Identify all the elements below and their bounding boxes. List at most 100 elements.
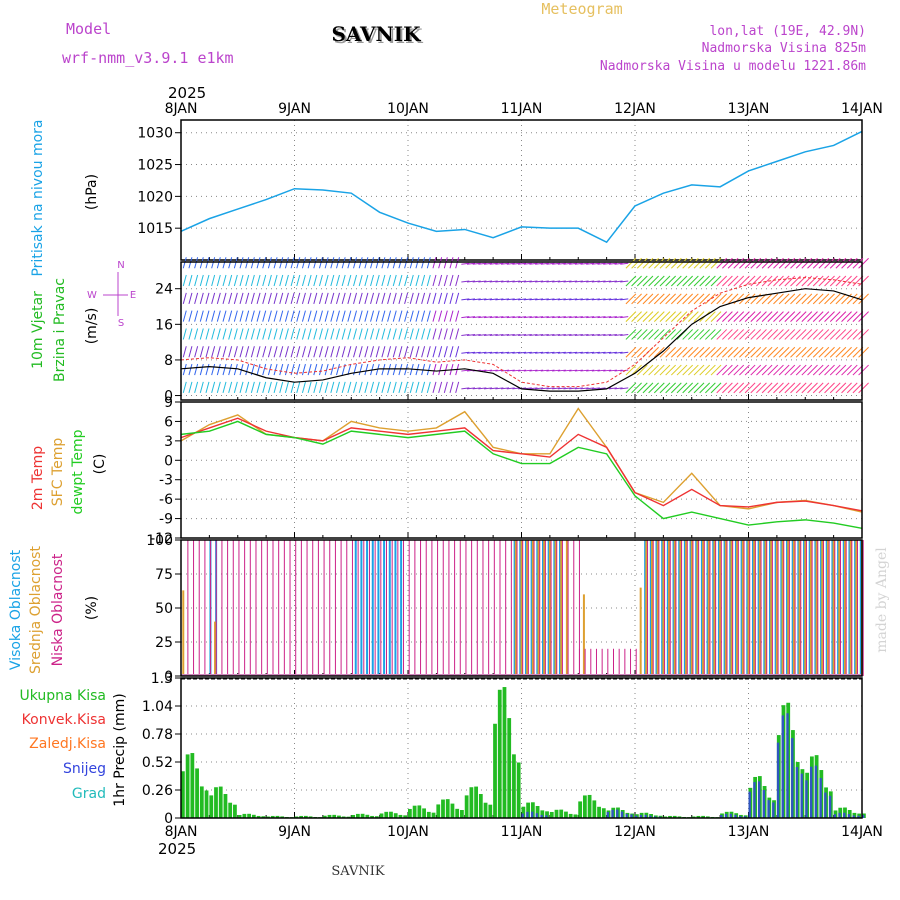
wind-barb [852,257,864,269]
wind-barb [318,292,323,304]
precip-bar [398,814,403,818]
wind-barb [330,346,335,358]
wind-barb [245,381,250,394]
wind-barb [438,274,443,287]
wind-barb [665,329,676,340]
x-tick-top-11JAN: 11JAN [501,101,543,117]
wind-barb [409,346,414,358]
wind-barb [330,363,335,376]
wind-barb [756,257,767,269]
wind-barb [790,311,801,322]
wind-barb [778,293,790,305]
wind-barb [199,310,204,322]
wind-barb [449,381,454,394]
precip-bar [474,786,478,818]
wind-barb [778,382,790,394]
temp-side-labels: 2m Temp SFC Temp dewpt Temp (C) [30,429,108,514]
wind-barb [375,310,380,322]
wind-barb [699,293,711,305]
precip-bar [559,809,564,818]
wind-barb [387,292,392,304]
wind-barb [829,311,841,322]
wind-barb [716,311,728,322]
wind-barb [603,262,612,265]
wind-barb [591,387,600,390]
wind-barb [790,329,801,340]
wind-barb [727,257,739,269]
precip-bar [384,811,389,818]
wind-barb [199,328,204,340]
wind-barb [597,333,606,336]
wind-barb [347,363,352,376]
wind-barb [409,274,414,287]
wind-barb [262,310,267,322]
wind-barb [324,346,329,358]
wind-barb [353,328,358,340]
year-top: 2025 [168,84,206,102]
wind-barb [784,329,796,340]
snow-bar [720,814,723,818]
wind-barb [483,351,493,354]
wind-barb [642,311,654,322]
wind-barb [829,364,841,376]
wind-barb [858,275,869,287]
wind-barb [552,262,561,265]
wind-barb [290,310,295,322]
wind-barb [784,311,796,322]
wind-barb [676,257,688,269]
wind-barb [501,333,510,336]
wind-barb [569,387,578,390]
wind-barb [846,293,858,305]
wind-barb [194,274,199,287]
wind-barb [790,275,801,287]
precip-bar [431,812,436,818]
x-tick-bottom-12JAN: 12JAN [614,824,656,840]
wind-barb [727,311,739,322]
wind-barb [648,275,659,287]
wind-barb [461,369,470,372]
wind-barb [597,387,606,390]
wind-barb [245,274,250,287]
wind-barb [478,280,487,283]
wind-barb [540,262,549,265]
wind-barb [472,387,481,390]
wind-barb [767,275,779,287]
wind-barb [483,387,493,390]
wind-barb [744,382,756,394]
model-name: wrf-nmm_v3.9.1 e1km [62,49,234,67]
y-tick-label: -12 [150,531,173,547]
wind-barb [358,274,363,287]
wind-barb [790,364,801,376]
precip-bar [516,762,521,818]
wind-barb [812,346,824,358]
wind-barb [301,346,306,358]
wind-barb [586,387,595,390]
wind-barb [835,364,847,376]
wind-barb [472,262,481,265]
wind-barb [761,364,773,376]
snow-bar [819,778,822,818]
wind-barb [665,257,676,269]
wind-barb [761,346,773,358]
wind-barb [535,262,544,265]
wind-barb [801,364,813,376]
wind-barb [824,293,835,305]
wind-barb [546,387,555,390]
wind-barb [597,298,606,301]
wind-barb [341,292,346,304]
wind-barb [443,381,448,394]
wind-barb [336,310,340,322]
wind-barb [313,346,318,358]
wind-barb [336,346,340,358]
wind-barb [284,328,289,340]
wind-barb [557,298,566,301]
wind-barb [353,310,358,322]
wind-barb [233,381,238,394]
wind-barb [563,262,572,265]
wind-barb [653,293,665,305]
wind-barb [267,381,272,394]
wind-barb [535,387,544,390]
x-tick-bottom-14JAN: 14JAN [841,824,883,840]
wind-barb [324,363,329,376]
wind-barb [761,311,773,322]
